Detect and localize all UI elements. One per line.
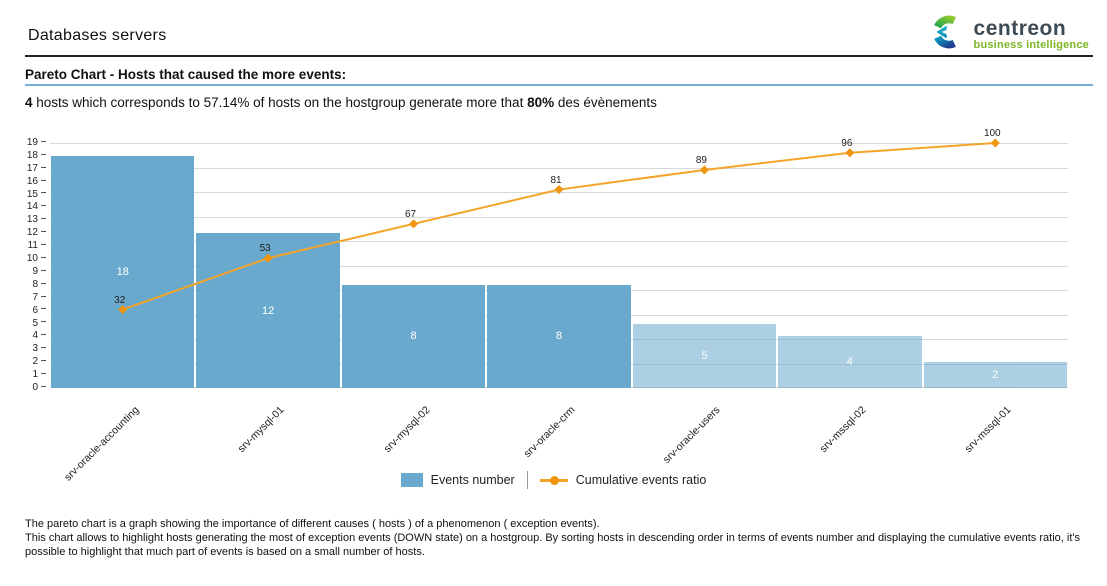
bar: 8: [341, 284, 486, 388]
legend-label-events-number: Events number: [430, 473, 515, 487]
cumulative-value-label: 32: [114, 294, 126, 306]
y-axis-tick: 6: [0, 305, 46, 316]
y-axis-tick: 19: [0, 138, 46, 148]
x-axis-label: srv-mysql-01: [235, 404, 287, 455]
y-axis-tick: 10: [0, 254, 46, 264]
y-axis-tick: 7: [0, 292, 46, 303]
bar: 8: [487, 284, 631, 388]
bar: 5: [632, 323, 777, 388]
line-series-marker-icon: [539, 475, 568, 485]
y-axis-tick: 5: [0, 318, 46, 329]
plot-area: 18 12 8 8 5 4 2 32 53 67 81 89 96 100: [50, 128, 1068, 388]
description-text-2: des évènements: [554, 95, 657, 110]
gridline: [50, 241, 1068, 242]
gridline: [50, 216, 1068, 218]
pareto-chart: 0 1 2 3 4 5 6 7 8 9 10 11 12 13 14 15 16 17 18 19 18 12 8 8 5 4 2…: [0, 128, 1107, 483]
gridline: [50, 265, 1068, 267]
bar-value-label: 4: [846, 356, 853, 369]
legend-label-cumulative-ratio: Cumulative events ratio: [575, 473, 707, 487]
y-axis-tick: 2: [0, 357, 46, 367]
y-axis-tick: 9: [0, 266, 46, 277]
y-axis-tick: 11: [0, 241, 46, 251]
x-axis-label: srv-oracle-users: [661, 404, 723, 466]
description-text-1: hosts which corresponds to 57.14% of hos…: [32, 95, 528, 110]
bar-value-label: 8: [555, 330, 563, 343]
x-axis-labels: srv-oracle-accounting srv-mysql-01 srv-mys…: [50, 396, 1068, 483]
y-axis-tick: 13: [0, 215, 46, 225]
explanation-line-2: This chart allows to highlight hosts gen…: [25, 532, 1080, 544]
y-axis-tick: 4: [0, 331, 46, 341]
legend-item-events-number: Events number: [400, 473, 515, 487]
y-axis-tick: 3: [0, 344, 46, 354]
header-divider: [25, 55, 1093, 57]
cumulative-value-label: 67: [405, 208, 417, 220]
cumulative-point: [409, 219, 419, 229]
y-axis-tick: 12: [0, 228, 46, 238]
bar-series-swatch-icon: [400, 473, 423, 487]
cumulative-point: [990, 138, 1000, 148]
bar-value-label: 12: [262, 304, 275, 317]
x-axis-label: srv-oracle-accounting: [61, 404, 142, 484]
y-axis-tick: 15: [0, 189, 46, 200]
bar: 4: [778, 336, 922, 388]
cumulative-point: [263, 253, 273, 263]
description-threshold: 80%: [527, 95, 555, 110]
bar: 18: [51, 155, 195, 388]
gridline: [50, 143, 1068, 144]
cumulative-value-label: 81: [550, 174, 562, 186]
bar-value-label: 2: [992, 369, 999, 382]
cumulative-value-label: 100: [983, 128, 1001, 139]
bar-value-label: 5: [701, 349, 708, 362]
bar: 2: [923, 362, 1067, 388]
x-axis-label: srv-mssql-01: [962, 404, 1014, 455]
cumulative-point: [118, 305, 128, 315]
chart-legend: Events number Cumulative events ratio: [0, 471, 1107, 489]
cumulative-value-label: 89: [695, 154, 707, 166]
centreon-logo-name: centreon: [973, 17, 1067, 40]
y-axis-tick: 17: [0, 163, 46, 174]
y-axis: 0 1 2 3 4 5 6 7 8 9 10 11 12 13 14 15 16 17 18 19: [0, 138, 46, 393]
chart-section-title: Pareto Chart - Hosts that caused the mor…: [25, 67, 347, 82]
x-axis-label: srv-oracle-crm: [521, 404, 578, 460]
y-axis-tick: 8: [0, 279, 46, 290]
y-axis-tick: 1: [0, 370, 46, 380]
centreon-logo: centreon business intelligence: [931, 14, 1089, 55]
bar-value-label: 18: [116, 265, 129, 278]
cumulative-point: [845, 148, 855, 158]
y-axis-tick: 18: [0, 150, 46, 161]
page-title: Databases servers: [28, 27, 167, 44]
cumulative-value-label: 96: [841, 137, 853, 149]
explanation-line-1: The pareto chart is a graph showing the …: [25, 518, 600, 530]
description-host-count: 4: [25, 95, 33, 110]
explanation-line-3: possible to highlight that much part of …: [25, 546, 425, 558]
y-axis-tick: 0: [0, 383, 46, 393]
cumulative-point: [699, 165, 709, 175]
x-axis-label: srv-mysql-02: [381, 404, 433, 455]
legend-item-cumulative-ratio: Cumulative events ratio: [539, 473, 707, 487]
y-axis-tick: 16: [0, 176, 46, 187]
bar-value-label: 8: [410, 330, 417, 343]
y-axis-tick: 14: [0, 202, 46, 212]
gridline: [50, 167, 1068, 169]
chart-description: 4 hosts which corresponds to 57.14% of h…: [25, 95, 657, 110]
cumulative-value-label: 53: [259, 243, 271, 255]
centreon-logo-icon: [931, 14, 967, 55]
centreon-logo-text: centreon business intelligence: [974, 18, 1089, 51]
x-axis-label: srv-mssql-02: [817, 404, 869, 455]
cumulative-point: [554, 185, 564, 195]
section-divider: [25, 84, 1093, 86]
centreon-logo-tagline: business intelligence: [973, 39, 1089, 51]
chart-explanation: The pareto chart is a graph showing the …: [25, 517, 1080, 559]
legend-divider: [526, 471, 528, 489]
